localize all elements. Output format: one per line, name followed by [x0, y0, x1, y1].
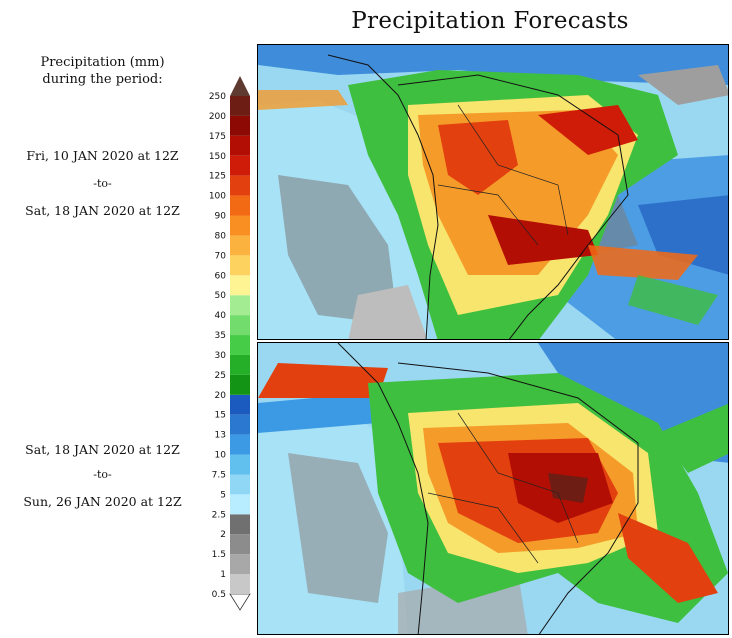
colorbar-tick-label: 25 [215, 371, 226, 381]
period1-start: Fri, 10 JAN 2020 at 12Z [26, 148, 179, 163]
period1-separator: -to- [93, 177, 112, 190]
precip-map-bottom [257, 342, 729, 635]
colorbar-tick-label: 15 [215, 411, 226, 421]
colorbar-swatch [230, 135, 250, 156]
colorbar-swatch [230, 175, 250, 196]
colorbar-tick-label: 35 [215, 331, 226, 341]
colorbar-swatch [230, 155, 250, 176]
period2-end: Sun, 26 JAN 2020 at 12Z [23, 494, 182, 509]
colorbar-tick-label: 20 [215, 391, 227, 401]
colorbar-tick-label: 80 [215, 231, 227, 241]
colorbar-swatch [230, 454, 250, 475]
colorbar-swatch [230, 434, 250, 455]
colorbar-swatch [230, 96, 250, 116]
colorbar-tick-label: 2.5 [212, 510, 226, 520]
colorbar-swatch [230, 275, 250, 296]
colorbar-tick-label: 200 [209, 112, 226, 122]
colorbar-swatch [230, 335, 250, 355]
colorbar-arrow-top [230, 76, 250, 96]
colorbar-tick-label: 175 [209, 132, 226, 142]
colorbar-swatch [230, 235, 250, 256]
colorbar-swatch [230, 195, 250, 216]
colorbar-tick-label: 100 [209, 192, 226, 202]
legend-header: Precipitation (mm) during the period: [0, 54, 205, 88]
colorbar-tick-label: 0.5 [212, 590, 226, 600]
colorbar-tick-label: 7.5 [212, 470, 226, 480]
colorbar-swatch [230, 474, 250, 495]
colorbar-swatch [230, 374, 250, 395]
colorbar-tick-label: 150 [209, 152, 226, 162]
page-title: Precipitation Forecasts [351, 8, 629, 34]
precip-map-top [257, 44, 729, 340]
colorbar-tick-label: 70 [215, 251, 227, 261]
legend-header-line1: Precipitation (mm) [40, 55, 165, 70]
colorbar-tick-label: 250 [209, 92, 226, 102]
colorbar-tick-label: 60 [215, 271, 227, 281]
colorbar-swatch [230, 354, 250, 375]
colorbar-swatch [230, 514, 250, 535]
colorbar-tick-label: 30 [215, 351, 227, 361]
colorbar-swatch [230, 414, 250, 435]
colorbar-arrow-bottom [229, 593, 251, 611]
colorbar-tick-label: 125 [209, 172, 226, 182]
colorbar-tick-label: 1 [220, 570, 226, 580]
colorbar-tick-label: 2 [220, 530, 226, 540]
colorbar-swatch [230, 394, 250, 415]
colorbar: 0.5 1 1.5 2 2.5 5 7.5 10 13 15 20 25 30 35 40 50 60 70 80 9… [209, 76, 251, 611]
colorbar-swatch [230, 494, 250, 515]
colorbar-tick-label: 5 [220, 490, 226, 500]
colorbar-tick-label: 13 [215, 431, 226, 441]
colorbar-swatch [230, 315, 250, 336]
colorbar-swatch [230, 295, 250, 316]
period2-start: Sat, 18 JAN 2020 at 12Z [25, 442, 180, 457]
colorbar-tick-label: 90 [215, 212, 227, 222]
period2-separator: -to- [93, 468, 112, 481]
colorbar-swatch [230, 554, 250, 575]
map-bottom-svg [258, 343, 728, 634]
colorbar-tick-label: 40 [215, 311, 227, 321]
colorbar-tick-label: 50 [215, 291, 227, 301]
colorbar-swatch [230, 255, 250, 276]
map-top-svg [258, 45, 728, 339]
period1-end: Sat, 18 JAN 2020 at 12Z [25, 203, 180, 218]
colorbar-swatch [230, 115, 250, 136]
colorbar-swatch [230, 534, 250, 555]
colorbar-swatch [230, 574, 250, 594]
colorbar-swatch [230, 215, 250, 236]
colorbar-tick-label: 10 [215, 451, 227, 461]
colorbar-tick-label: 1.5 [212, 550, 226, 560]
legend-header-line2: during the period: [42, 72, 163, 87]
